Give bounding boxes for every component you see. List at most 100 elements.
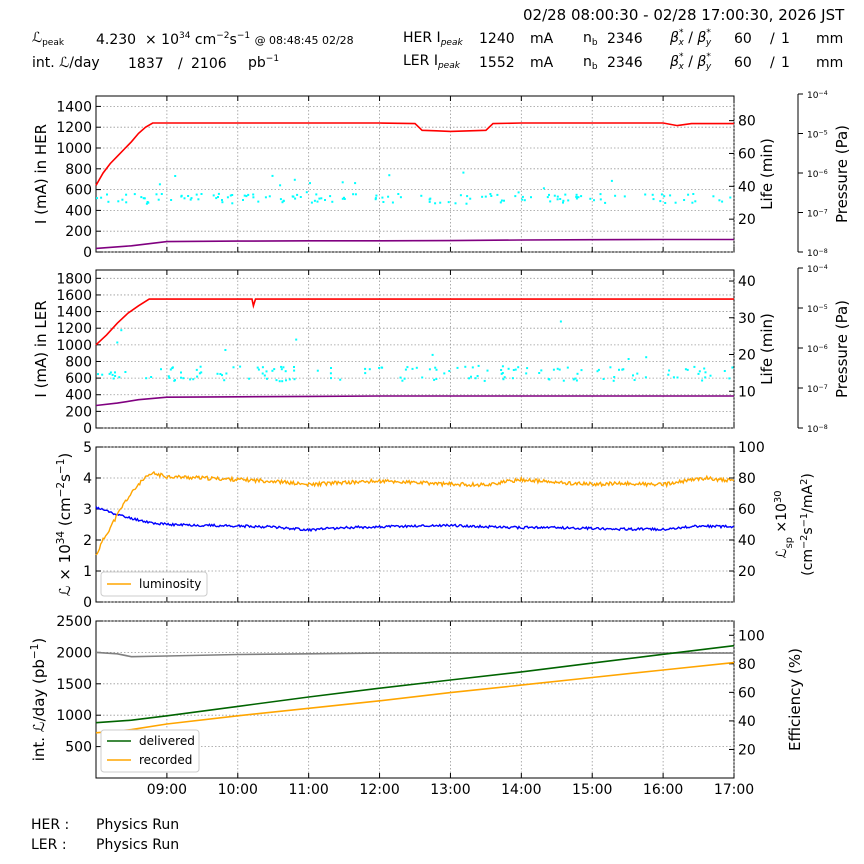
life-point-her: [481, 195, 484, 198]
life-point-ler: [686, 368, 689, 371]
life-point-ler: [169, 368, 172, 371]
life-point-her: [610, 179, 613, 182]
life-point-her: [310, 201, 313, 204]
int-prefix: int.: [32, 55, 55, 71]
y2-tick-label-her: 40: [738, 179, 756, 195]
y2-tick-label-her: 60: [738, 146, 756, 162]
life-point-her: [692, 193, 695, 195]
life-point-ler: [339, 378, 342, 381]
life-point-her: [226, 196, 229, 199]
life-point-her: [189, 198, 192, 201]
life-point-her: [580, 195, 583, 198]
life-point-her: [577, 196, 580, 199]
lpeak-label: ℒpeak: [32, 30, 65, 48]
y-tick-label-her: 1400: [56, 99, 92, 115]
life-point-ler: [474, 377, 477, 380]
pressure-tick-label-her: 10−5: [807, 129, 828, 141]
life-point-ler: [435, 368, 438, 371]
life-point-ler: [415, 366, 418, 369]
life-point-ler: [404, 368, 407, 371]
life-point-her: [293, 178, 296, 181]
life-point-ler: [145, 377, 148, 380]
life-point-ler: [199, 365, 202, 368]
life-point-her: [469, 197, 472, 200]
life-point-ler: [180, 376, 182, 379]
life-point-ler: [470, 375, 472, 378]
life-point-ler: [547, 378, 550, 380]
y-tick-label-luminosity: 5: [83, 440, 92, 456]
y-tick-label-ler: 400: [65, 388, 92, 404]
life-point-her: [271, 174, 274, 177]
life-point-her: [466, 195, 469, 198]
life-point-her: [316, 200, 319, 203]
life-point-ler: [266, 377, 268, 380]
life-point-ler: [698, 370, 701, 373]
life-point-her: [157, 198, 160, 201]
life-point-her: [117, 200, 120, 203]
delivered-line: [95, 644, 735, 724]
ler-nb-sub: b: [591, 62, 598, 72]
y2-axis-units-luminosity: (cm−2s−1/mA2): [799, 473, 817, 576]
life-point-her: [231, 194, 234, 196]
life-point-ler: [704, 371, 707, 374]
life-point-her: [576, 196, 578, 199]
y-tick-label-her: 1000: [56, 141, 92, 157]
life-point-her: [542, 187, 545, 190]
life-point-her: [375, 194, 378, 197]
x-tick-label: 15:00: [572, 782, 612, 798]
life-point-her: [158, 183, 161, 186]
life-point-ler: [676, 376, 679, 379]
life-point-her: [553, 194, 556, 197]
life-point-her: [651, 193, 654, 196]
y2-tick-label-integrated: 80: [738, 657, 756, 673]
y2-tick-label-ler: 40: [738, 274, 756, 290]
life-point-ler: [293, 369, 296, 372]
life-point-her: [517, 191, 520, 194]
life-point-her: [549, 200, 552, 203]
life-point-her: [354, 193, 357, 196]
life-point-her: [388, 174, 391, 177]
life-point-her: [318, 197, 321, 200]
y-tick-label-luminosity: 0: [83, 595, 92, 611]
life-point-ler: [526, 367, 529, 370]
y-tick-label-her: 600: [65, 183, 92, 199]
y2-tick-label-integrated: 40: [738, 714, 756, 730]
life-point-ler: [174, 379, 176, 382]
life-point-her: [399, 196, 402, 199]
life-point-ler: [316, 369, 319, 372]
life-point-ler: [644, 376, 647, 379]
y-tick-label-ler: 1400: [56, 305, 92, 321]
life-point-ler: [195, 368, 198, 371]
pressure-tick-label-ler: 10−7: [807, 384, 828, 396]
life-point-her: [221, 201, 224, 204]
time-range: 02/28 08:00:30 - 02/28 17:00:30, 2026 JS…: [523, 6, 845, 24]
life-point-ler: [613, 376, 616, 378]
life-point-her: [291, 195, 294, 198]
life-point-ler: [580, 369, 583, 372]
life-point-ler: [566, 366, 569, 369]
y-tick-label-ler: 0: [83, 421, 92, 437]
life-point-ler: [483, 379, 486, 382]
y-tick-label-her: 800: [65, 162, 92, 178]
life-point-her: [331, 200, 334, 203]
life-point-ler: [364, 367, 367, 370]
ler-beta-x: 60: [734, 55, 752, 71]
life-point-ler: [160, 368, 162, 371]
life-point-ler: [704, 376, 707, 379]
pressure-line-ler: [95, 395, 734, 407]
y-axis-label-integrated: int. ℒ/day (pb−1): [29, 638, 48, 762]
y2-tick-label-luminosity: 80: [738, 471, 756, 487]
life-point-her: [155, 193, 158, 196]
life-point-ler: [167, 375, 170, 378]
life-point-ler: [697, 372, 700, 375]
life-point-her: [142, 197, 145, 200]
life-point-ler: [263, 374, 266, 377]
life-point-her: [381, 196, 384, 199]
life-point-her: [382, 201, 385, 203]
life-point-ler: [168, 376, 171, 379]
footer-ler-label: LER :: [31, 837, 67, 853]
lpeak-time: @ 08:48:45 02/28: [254, 34, 354, 47]
life-point-her: [315, 193, 318, 196]
life-point-ler: [703, 367, 706, 370]
pressure-tick-label-ler: 10−6: [807, 344, 828, 356]
